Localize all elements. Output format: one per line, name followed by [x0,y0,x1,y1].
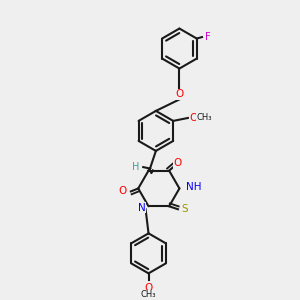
Text: O: O [173,158,182,168]
Text: O: O [118,186,127,197]
Text: O: O [144,283,153,293]
Text: CH₃: CH₃ [141,290,156,299]
Text: NH: NH [186,182,201,192]
Text: N: N [138,203,146,213]
Text: O: O [175,89,184,99]
Text: H: H [132,162,140,172]
Text: F: F [205,32,211,42]
Text: O: O [189,113,198,123]
Text: CH₃: CH₃ [196,113,212,122]
Text: S: S [181,204,188,214]
